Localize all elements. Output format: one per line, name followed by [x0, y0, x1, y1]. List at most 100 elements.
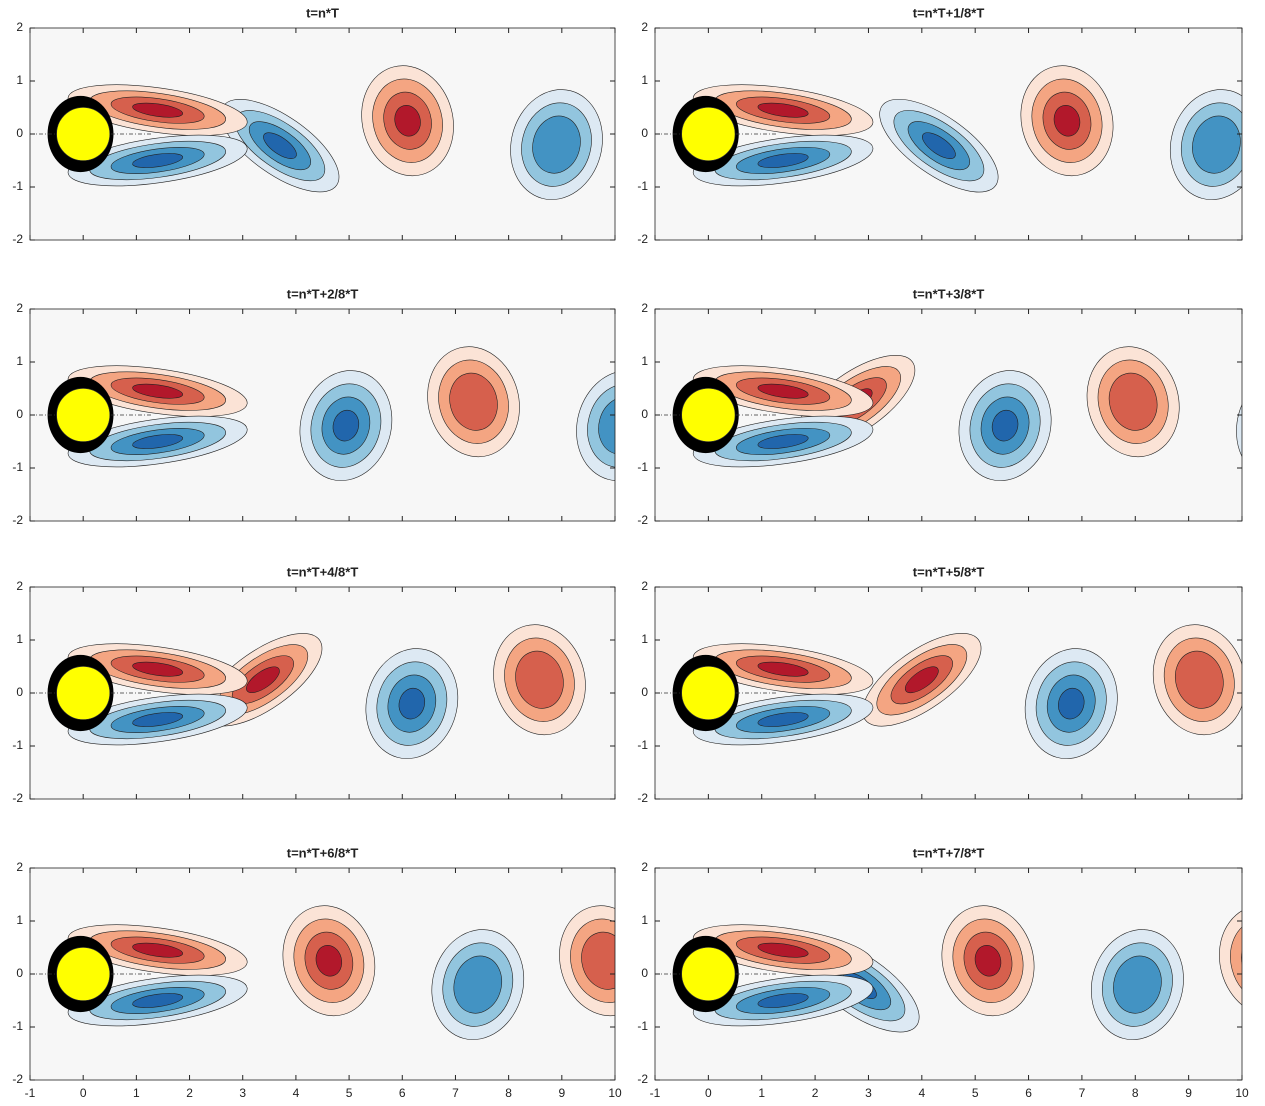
y-tick-label: 1: [641, 73, 648, 87]
x-tick-label: 3: [239, 1086, 246, 1100]
y-tick-label: 1: [16, 632, 23, 646]
y-tick-label: -2: [12, 1072, 23, 1086]
contour-level: [1108, 372, 1158, 431]
panel-title: t=n*T: [306, 5, 339, 20]
panel: t=n*T+2/8*T -2 -1 0 1 2: [12, 286, 616, 527]
contour-level: [132, 712, 184, 727]
contour-level: [532, 115, 581, 174]
y-tick-label: -2: [637, 232, 648, 246]
contour-level: [757, 383, 809, 399]
y-tick-label: -1: [12, 460, 23, 474]
cylinder: [681, 947, 736, 1001]
contour-level: [757, 712, 809, 727]
y-tick-label: 0: [16, 966, 23, 980]
y-tick-label: -1: [637, 1019, 648, 1033]
y-tick-label: 0: [16, 407, 23, 421]
y-tick-label: -1: [12, 738, 23, 752]
panel-title: t=n*T+5/8*T: [913, 564, 985, 579]
x-tick-label: 9: [558, 1086, 565, 1100]
contour-level: [332, 409, 360, 442]
y-tick-label: -1: [12, 1019, 23, 1033]
cylinder: [681, 388, 736, 442]
contour-level: [453, 955, 502, 1014]
y-tick-label: 2: [16, 20, 23, 34]
y-tick-label: -2: [12, 513, 23, 527]
contour-level: [394, 105, 421, 137]
y-tick-label: 1: [16, 73, 23, 87]
y-tick-label: 2: [641, 301, 648, 315]
contour-level: [974, 945, 1002, 977]
contour-level: [757, 102, 809, 118]
contour-level: [515, 650, 564, 709]
contour-level: [581, 931, 615, 990]
y-tick-label: 0: [16, 126, 23, 140]
x-tick-label: 4: [918, 1086, 925, 1100]
contour-level: [1192, 115, 1241, 174]
y-tick-label: 1: [641, 632, 648, 646]
x-tick-label: 3: [865, 1086, 872, 1100]
y-tick-label: 1: [641, 354, 648, 368]
y-tick-label: 0: [641, 685, 648, 699]
contour-level: [922, 132, 956, 159]
vorticity-field: [655, 905, 1242, 1040]
contour-level: [757, 993, 809, 1008]
y-tick-label: 2: [16, 579, 23, 593]
y-tick-label: 2: [16, 301, 23, 315]
x-tick-label: 6: [399, 1086, 406, 1100]
x-tick-label: 8: [505, 1086, 512, 1100]
x-tick-label: 9: [1185, 1086, 1192, 1100]
cylinder: [56, 107, 111, 161]
panel: t=n*T+1/8*T -2 -1 0 1 2: [637, 5, 1243, 246]
y-tick-label: -2: [637, 791, 648, 805]
contour-level: [246, 666, 280, 694]
contour-level: [132, 153, 184, 168]
x-tick-label: 8: [1132, 1086, 1139, 1100]
y-tick-label: -2: [637, 513, 648, 527]
y-tick-label: 2: [641, 860, 648, 874]
panel: t=n*T+5/8*T -2 -1 0 1 2: [637, 564, 1243, 805]
x-tick-label: 2: [812, 1086, 819, 1100]
cylinder: [56, 388, 111, 442]
y-tick-label: 2: [641, 20, 648, 34]
contour-level: [132, 383, 184, 399]
panel-title: t=n*T+2/8*T: [287, 286, 359, 301]
contour-level: [315, 945, 343, 977]
y-tick-label: -2: [12, 232, 23, 246]
panel-title: t=n*T+1/8*T: [913, 5, 985, 20]
contour-level: [398, 687, 426, 720]
contour-level: [757, 153, 809, 168]
y-tick-label: -1: [637, 460, 648, 474]
x-tick-label: 1: [758, 1086, 765, 1100]
contour-level: [132, 434, 184, 449]
vorticity-field: [30, 346, 615, 481]
y-tick-label: 1: [641, 913, 648, 927]
y-tick-label: -1: [637, 179, 648, 193]
cylinder: [56, 666, 111, 720]
x-tick-label: 5: [346, 1086, 353, 1100]
panel: t=n*T+4/8*T -2 -1 0 1 2: [12, 564, 616, 805]
cylinder: [681, 666, 736, 720]
x-tick-label: -1: [650, 1086, 661, 1100]
vorticity-field: [30, 624, 586, 759]
x-tick-label: 4: [293, 1086, 300, 1100]
y-tick-label: 0: [641, 126, 648, 140]
y-tick-label: -2: [637, 1072, 648, 1086]
vorticity-field: [655, 65, 1242, 200]
y-tick-label: 2: [641, 579, 648, 593]
contour-level: [1230, 918, 1242, 1003]
x-tick-label: 7: [1079, 1086, 1086, 1100]
x-tick-label: 7: [452, 1086, 459, 1100]
contour-level: [1175, 650, 1224, 709]
panel-title: t=n*T+3/8*T: [913, 286, 985, 301]
y-tick-label: 1: [16, 913, 23, 927]
contour-level: [132, 102, 184, 118]
x-tick-label: 6: [1025, 1086, 1032, 1100]
x-tick-label: 0: [705, 1086, 712, 1100]
panel: t=n*T+3/8*T -2 -1 0 1 2: [637, 286, 1265, 527]
x-tick-label: 1: [133, 1086, 140, 1100]
contour-level: [991, 409, 1019, 442]
contour-level: [1252, 392, 1265, 460]
cylinder: [56, 947, 111, 1001]
panel-title: t=n*T+6/8*T: [287, 845, 359, 860]
